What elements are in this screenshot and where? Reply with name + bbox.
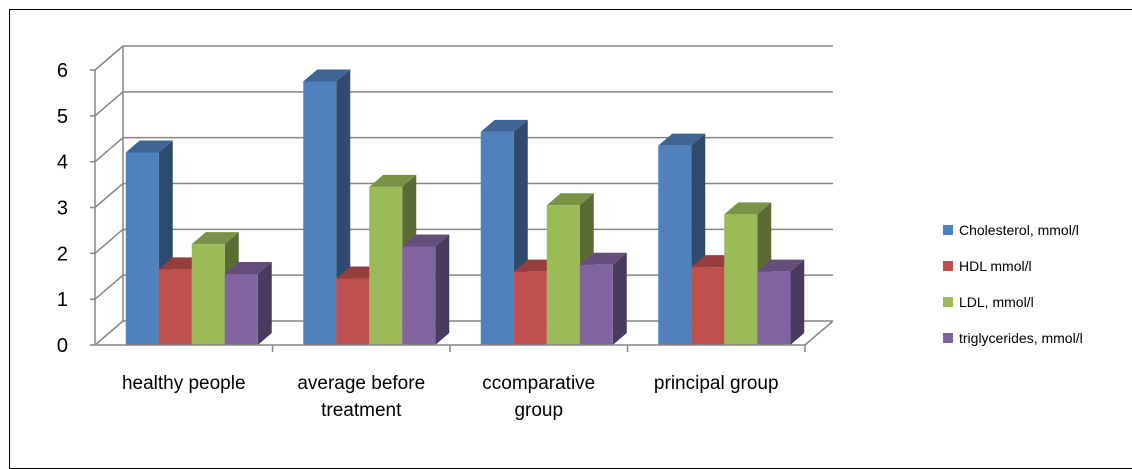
bar-top [757,259,805,272]
bar[interactable] [546,205,580,345]
bar[interactable] [191,244,225,345]
bar[interactable] [480,131,514,345]
y-tick-label: 1 [57,289,68,311]
bar-top [303,69,351,82]
bar-side [257,261,272,345]
y-tick-label: 6 [57,60,68,82]
bar-top [402,234,450,247]
bar[interactable] [402,246,436,345]
gridline-depth [94,228,124,254]
gridline-depth [94,137,124,163]
gridline-depth [94,274,124,300]
gridline-depth [94,320,124,346]
bar-side [435,234,450,345]
y-tick-label: 5 [57,106,68,128]
bar-top [546,193,594,206]
x-tick-label: ccomparative group [482,373,595,421]
bar-top [724,202,772,215]
gridline-depth [94,45,124,71]
gridline-depth [94,91,124,117]
bar[interactable] [579,264,613,345]
legend-label: HDL mmol/l [959,258,1032,274]
bar-top [658,133,706,146]
bar-top [480,119,528,132]
y-tick-label: 0 [57,335,68,357]
x-tick-label: healthy people [122,373,246,394]
legend-swatch [943,297,953,307]
legend-swatch [943,333,953,343]
floor-edge [804,320,834,346]
legend-label: LDL, mmol/l [959,294,1034,310]
bar[interactable] [691,267,725,345]
legend-label: triglycerides, mmol/l [959,330,1083,346]
bar[interactable] [369,186,403,345]
bar[interactable] [125,152,159,346]
bar[interactable] [658,145,692,345]
y-tick-label: 4 [57,152,68,174]
bar-top [369,174,417,187]
gridline-depth [94,182,124,209]
bar-side [612,252,627,345]
x-tick-label: principal group [654,373,779,394]
bar-top [191,232,239,245]
legend-swatch [943,225,953,235]
y-tick-label: 2 [57,243,68,265]
legend-swatch [943,261,953,271]
bar-chart: 0 1 2 3 4 5 6 healthy people average before treat… [57,45,1083,421]
bar[interactable] [757,271,791,345]
bar[interactable] [303,81,337,345]
bar[interactable] [724,214,758,345]
bar[interactable] [224,273,258,345]
bar[interactable] [513,271,547,345]
bar-top [125,140,173,153]
bar-side [790,259,805,345]
bar[interactable] [336,278,370,345]
bar-top [579,252,627,265]
legend-label: Cholesterol, mmol/l [959,222,1079,238]
bar-top [224,261,272,274]
y-tick-label: 3 [57,198,68,220]
x-tick-label: average before treatment [297,373,425,421]
bar[interactable] [158,269,192,345]
